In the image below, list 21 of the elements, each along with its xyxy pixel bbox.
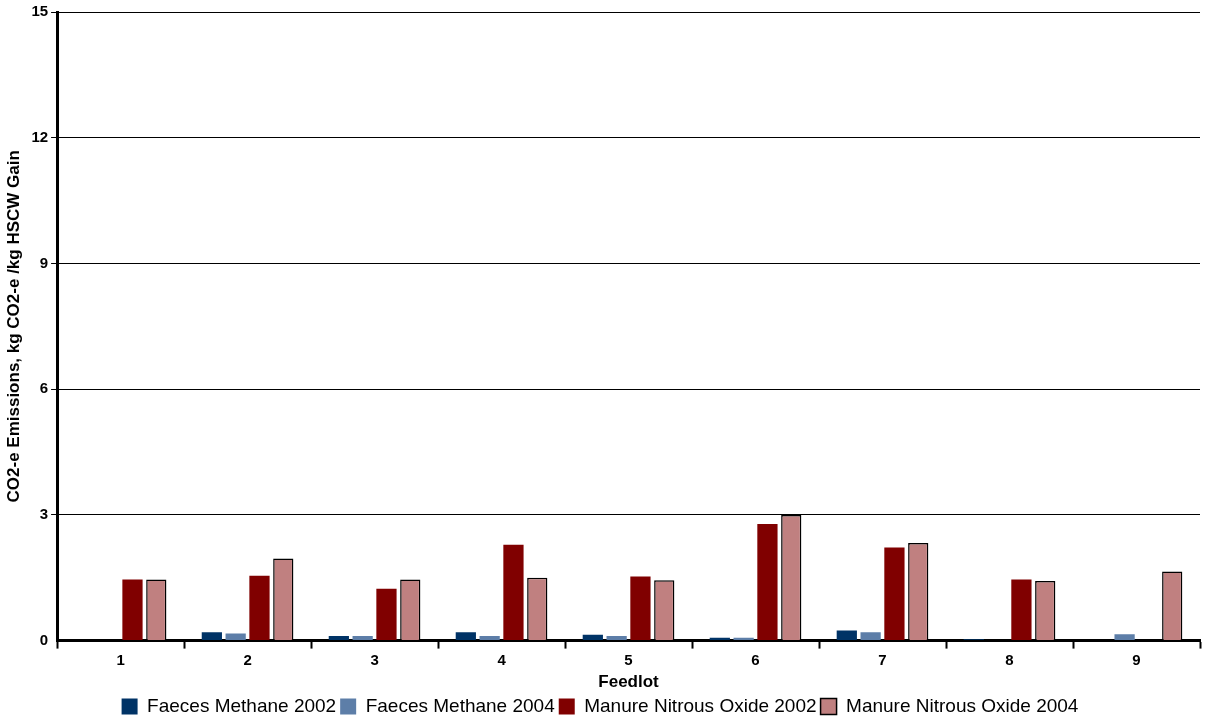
legend-label: Faeces Methane 2002 xyxy=(147,694,337,716)
y-tick-label: 15 xyxy=(31,2,49,20)
y-axis-title: CO2-e Emissions, kg CO2-e /kg HSCW Gain xyxy=(3,150,23,503)
legend-label: Manure Nitrous Oxide 2004 xyxy=(846,694,1079,716)
y-tick-label: 9 xyxy=(39,253,49,271)
x-tick-label: 2 xyxy=(243,650,252,668)
x-tick-label: 5 xyxy=(624,650,633,668)
y-tick-label: 12 xyxy=(31,127,49,145)
x-tick-label: 9 xyxy=(1132,650,1141,668)
legend-label: Faeces Methane 2004 xyxy=(365,694,556,716)
y-tick-label: 0 xyxy=(39,630,49,648)
x-tick-label: 8 xyxy=(1005,650,1014,668)
y-tick-label: 3 xyxy=(39,505,49,523)
legend-label: Manure Nitrous Oxide 2002 xyxy=(584,694,817,716)
x-tick-label: 1 xyxy=(116,650,125,668)
x-axis-title: Feedlot xyxy=(598,672,660,692)
x-tick-label: 7 xyxy=(878,650,887,668)
y-tick-label: 6 xyxy=(39,379,49,397)
x-tick-label: 4 xyxy=(497,650,507,668)
x-tick-label: 3 xyxy=(370,650,379,668)
x-tick-label: 6 xyxy=(751,650,760,668)
